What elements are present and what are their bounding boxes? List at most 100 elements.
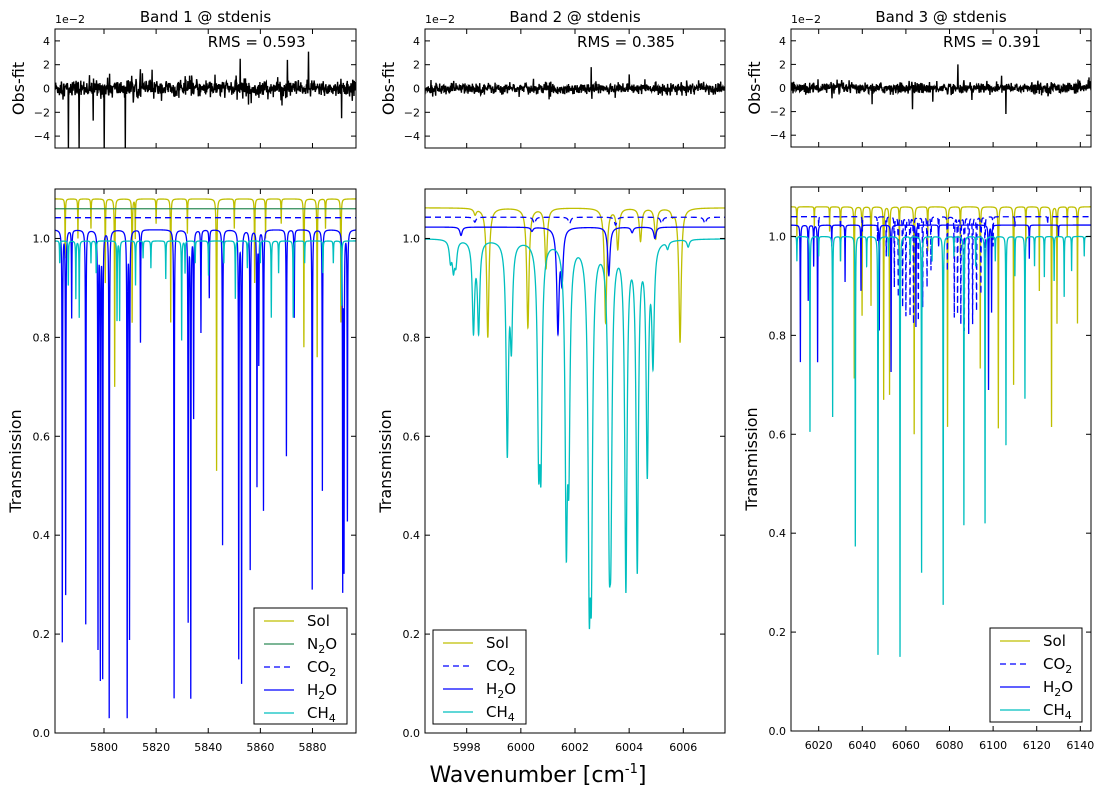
legend-frame — [253, 607, 348, 725]
y-tick-label: 0.8 — [769, 329, 787, 342]
transmission-y-label: Transmission — [742, 407, 761, 511]
x-tick-label: 5800 — [90, 741, 118, 754]
legend-label-ch4: CH4 — [307, 704, 336, 725]
y-tick-label: 2 — [413, 59, 420, 72]
y-tick-label: 0.4 — [33, 529, 51, 542]
series-line-co2 — [425, 216, 725, 226]
legend-frame — [989, 627, 1083, 723]
residual-line — [425, 67, 725, 100]
y-tick-label: 0.0 — [769, 725, 787, 738]
transmission-axes: 0.0 0.2 0.4 0.6 0.8 1.0 5998 6000 6002 6004 6006 Tr… — [376, 188, 726, 754]
series-line-sol — [425, 207, 725, 343]
legend-label-co2: CO2 — [307, 658, 336, 679]
panel-1: Band 1 @ stdenis −4 −2 0 2 4 1e−2 RMS = 0.593 Ob… — [6, 8, 357, 754]
series-line-h2o — [55, 229, 356, 719]
legend-frame — [432, 629, 527, 725]
y-tick-label: −4 — [770, 129, 786, 142]
series-line-ch4 — [791, 235, 1091, 657]
transmission-frame — [54, 188, 357, 734]
x-axis-label: Wavenumber [cm-1] — [430, 762, 647, 788]
residual-line — [791, 64, 1091, 115]
x-tick-label: 5880 — [298, 741, 326, 754]
rms-label: RMS = 0.391 — [943, 33, 1041, 51]
rms-label: RMS = 0.593 — [208, 33, 306, 51]
y-tick-label: 0.6 — [403, 430, 421, 443]
y-tick-label: 4 — [779, 35, 786, 48]
panel-title: Band 3 @ stdenis — [875, 8, 1006, 26]
legend-label-h2o: H2O — [1043, 678, 1073, 699]
y-tick-label: 0.2 — [769, 626, 787, 639]
series-line-ch4 — [425, 238, 725, 630]
panel-3: Band 3 @ stdenis −4 −2 0 2 4 1e−2 RMS = 0.391 Ob… — [742, 8, 1094, 752]
y-tick-label: −2 — [404, 106, 420, 119]
residual-axes: −4 −2 0 2 4 1e−2 RMS = 0.391 Obs-fit — [745, 13, 1092, 148]
residual-axes: −4 −2 0 2 4 1e−2 RMS = 0.385 Obs-fit — [379, 13, 726, 149]
legend-label-h2o: H2O — [486, 680, 516, 701]
x-tick-label: 6006 — [669, 741, 697, 754]
panel-title: Band 1 @ stdenis — [140, 8, 271, 26]
legend-label-co2: CO2 — [486, 657, 515, 678]
legend-label-sol: Sol — [307, 612, 330, 630]
y-tick-label: 1.0 — [33, 232, 51, 245]
transmission-axes: 0.0 0.2 0.4 0.6 0.8 1.0 5800 5820 5840 5860 5880 Tr… — [6, 188, 357, 754]
series-line-co2 — [791, 216, 1091, 334]
x-tick-label: 6040 — [848, 739, 876, 752]
x-tick-label: 6000 — [507, 741, 535, 754]
legend-label-n2o: N2O — [307, 635, 337, 656]
series-line-h2o — [791, 224, 1091, 391]
y-tick-label: −4 — [34, 130, 50, 143]
x-tick-label: 6004 — [615, 741, 643, 754]
offset-label: 1e−2 — [791, 13, 821, 26]
rms-label: RMS = 0.385 — [577, 33, 675, 51]
x-tick-label: 6140 — [1066, 739, 1094, 752]
y-tick-label: 2 — [779, 58, 786, 71]
residual-axes: −4 −2 0 2 4 1e−2 RMS = 0.593 Obs-fit — [9, 13, 357, 149]
y-tick-label: 0.2 — [33, 628, 51, 641]
transmission-y-label: Transmission — [376, 409, 395, 513]
y-tick-label: 0.0 — [33, 727, 51, 740]
x-tick-label: 6080 — [936, 739, 964, 752]
legend-label-co2: CO2 — [1043, 655, 1072, 676]
residual-y-label: Obs-fit — [745, 61, 764, 114]
offset-label: 1e−2 — [55, 13, 85, 26]
series-line-h2o — [425, 226, 725, 337]
x-tick-label: 6002 — [561, 741, 589, 754]
legend-label-ch4: CH4 — [486, 703, 515, 724]
y-tick-label: 4 — [43, 35, 50, 48]
series-line-ch4 — [55, 240, 356, 341]
legend-label-ch4: CH4 — [1043, 701, 1072, 722]
y-tick-label: −2 — [34, 106, 50, 119]
panel-title: Band 2 @ stdenis — [509, 8, 640, 26]
y-tick-label: 0.6 — [769, 428, 787, 441]
panel-2: Band 2 @ stdenis −4 −2 0 2 4 1e−2 RMS = 0.385 Ob… — [376, 8, 726, 754]
y-tick-label: 0.0 — [403, 727, 421, 740]
y-tick-label: 0.6 — [33, 430, 51, 443]
y-tick-label: 0 — [43, 83, 50, 96]
y-tick-label: 0.4 — [769, 527, 787, 540]
offset-label: 1e−2 — [425, 13, 455, 26]
y-tick-label: −2 — [770, 106, 786, 119]
legend-label-sol: Sol — [486, 634, 509, 652]
series-line-sol — [791, 206, 1091, 435]
x-tick-label: 5860 — [246, 741, 274, 754]
x-tick-label: 5998 — [453, 741, 481, 754]
y-tick-label: 4 — [413, 35, 420, 48]
y-tick-label: 0.2 — [403, 628, 421, 641]
y-tick-label: 0.8 — [33, 331, 51, 344]
y-tick-label: −4 — [404, 130, 420, 143]
transmission-y-label: Transmission — [6, 409, 25, 513]
y-tick-label: 0.8 — [403, 331, 421, 344]
x-tick-label: 6020 — [805, 739, 833, 752]
residual-line — [55, 51, 356, 148]
x-tick-label: 6060 — [892, 739, 920, 752]
y-tick-label: 0 — [779, 82, 786, 95]
series-line-sol — [55, 198, 356, 471]
transmission-axes: 0.0 0.2 0.4 0.6 0.8 1.0 6020 6040 6060 6080 6100 61… — [742, 186, 1094, 752]
y-tick-label: 0.4 — [403, 529, 421, 542]
transmission-frame — [790, 186, 1092, 732]
legend-label-sol: Sol — [1043, 632, 1066, 650]
